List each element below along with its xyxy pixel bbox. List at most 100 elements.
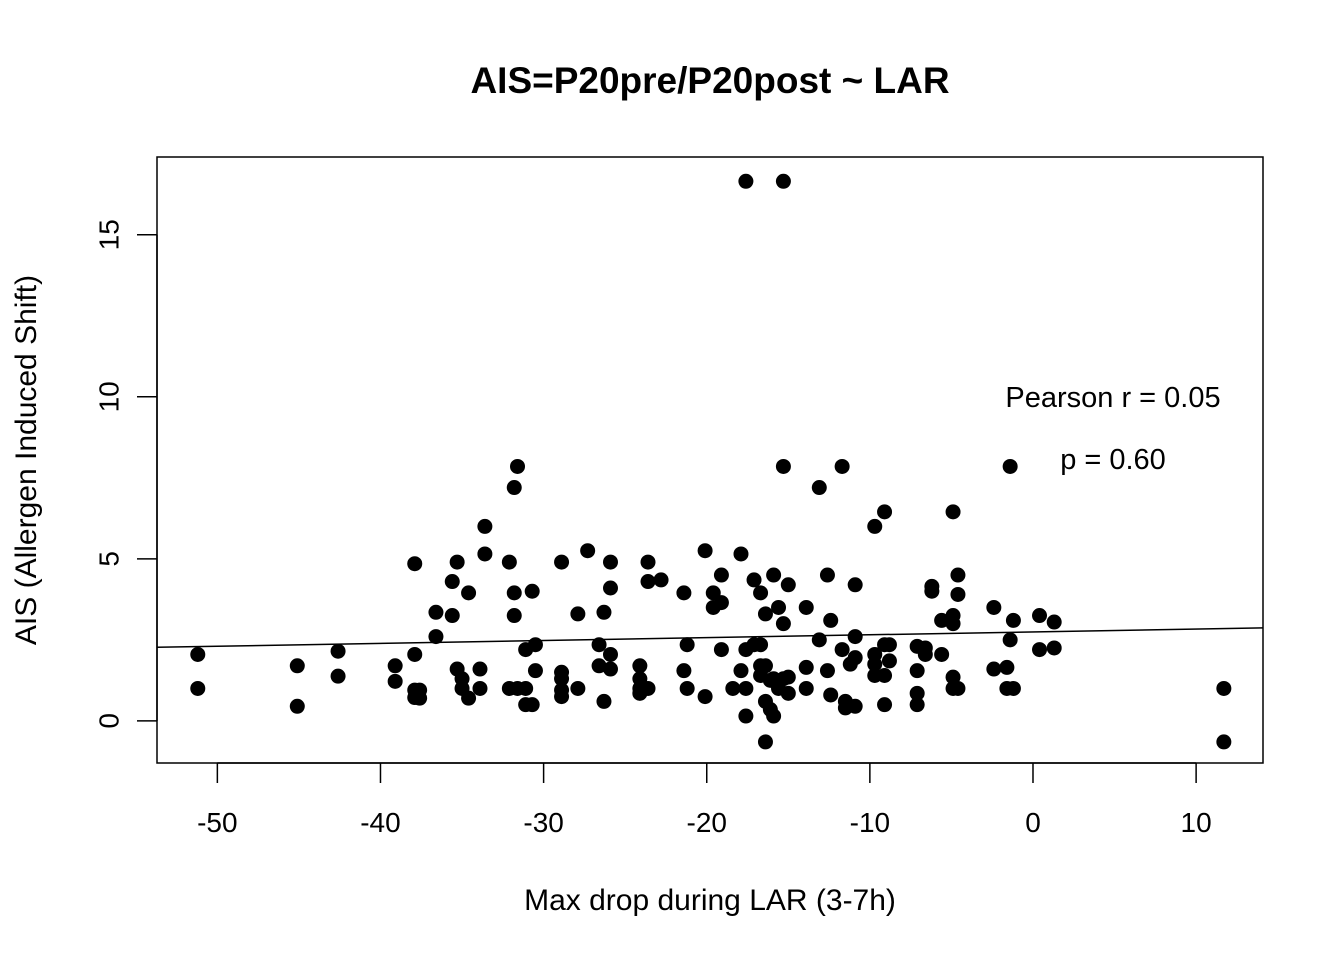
data-point <box>753 637 769 653</box>
data-point <box>591 637 607 653</box>
data-point <box>877 697 893 713</box>
chart-title: AIS=P20pre/P20post ~ LAR <box>470 60 949 101</box>
data-point <box>554 554 570 570</box>
data-point <box>733 663 749 679</box>
data-point <box>444 574 460 590</box>
data-point <box>713 595 729 611</box>
data-point <box>506 585 522 601</box>
data-point <box>819 663 835 679</box>
data-point <box>524 697 540 713</box>
data-point <box>501 554 517 570</box>
data-point <box>847 629 863 645</box>
y-axis: 0 5 10 15 <box>94 219 158 729</box>
data-point <box>602 661 618 677</box>
data-point <box>1046 640 1062 656</box>
data-point <box>757 606 773 622</box>
data-point <box>725 680 741 696</box>
data-point <box>387 673 403 689</box>
y-tick-label: 15 <box>94 219 125 250</box>
data-point <box>775 616 791 632</box>
data-point <box>746 572 762 588</box>
x-tick-label: -40 <box>360 807 400 838</box>
data-point <box>527 663 543 679</box>
x-tick-label: -10 <box>850 807 890 838</box>
data-point <box>407 646 423 662</box>
data-point <box>934 612 950 628</box>
data-point <box>461 585 477 601</box>
data-point <box>1002 632 1018 648</box>
data-point <box>798 680 814 696</box>
data-point <box>909 685 925 701</box>
data-point <box>1216 734 1232 750</box>
y-tick-label: 10 <box>94 381 125 412</box>
x-tick-label: 0 <box>1025 807 1041 838</box>
data-point <box>472 680 488 696</box>
data-point <box>472 661 488 677</box>
data-point <box>428 604 444 620</box>
data-point <box>798 659 814 675</box>
x-axis: -50 -40 -30 -20 -10 0 10 <box>197 762 1212 838</box>
data-point <box>811 632 827 648</box>
data-point <box>713 642 729 658</box>
data-point <box>780 685 796 701</box>
data-point <box>917 646 933 662</box>
data-point <box>527 637 543 653</box>
data-point <box>798 599 814 615</box>
data-point <box>823 687 839 703</box>
data-point <box>591 658 607 674</box>
data-point <box>934 646 950 662</box>
data-point <box>738 173 754 189</box>
x-tick-label: -50 <box>197 807 237 838</box>
data-point <box>881 653 897 669</box>
data-point <box>510 458 526 474</box>
data-point <box>190 646 206 662</box>
data-point <box>330 643 346 659</box>
data-point <box>330 668 346 684</box>
data-point <box>444 608 460 624</box>
data-point <box>986 599 1002 615</box>
data-point <box>753 585 769 601</box>
data-point <box>518 680 534 696</box>
data-point <box>676 663 692 679</box>
data-point <box>580 543 596 559</box>
data-point <box>554 671 570 687</box>
data-point <box>1216 680 1232 696</box>
data-point <box>924 583 940 599</box>
data-point <box>428 629 444 645</box>
data-points <box>190 173 1232 750</box>
y-axis-label: AIS (Allergen Induced Shift) <box>10 275 43 645</box>
data-point <box>570 606 586 622</box>
data-point <box>477 518 493 534</box>
data-point <box>407 556 423 572</box>
data-point <box>986 661 1002 677</box>
data-point <box>847 650 863 666</box>
data-point <box>640 554 656 570</box>
data-point <box>602 580 618 596</box>
regression-line <box>156 627 1264 649</box>
data-point <box>738 708 754 724</box>
data-point <box>640 574 656 590</box>
data-point <box>766 708 782 724</box>
data-point <box>950 567 966 583</box>
p-value-annotation: p = 0.60 <box>1060 444 1166 476</box>
data-point <box>387 658 403 674</box>
data-point <box>999 659 1015 675</box>
data-point <box>676 585 692 601</box>
data-point <box>733 546 749 562</box>
data-point <box>775 458 791 474</box>
data-point <box>506 608 522 624</box>
data-point <box>640 680 656 696</box>
data-point <box>602 646 618 662</box>
data-point <box>867 656 883 672</box>
x-tick-label: -20 <box>687 807 727 838</box>
data-point <box>596 693 612 709</box>
data-point <box>881 637 897 653</box>
x-axis-label: Max drop during LAR (3-7h) <box>524 884 896 917</box>
data-point <box>412 690 428 706</box>
data-point <box>524 583 540 599</box>
y-tick-label: 5 <box>94 551 125 567</box>
data-point <box>950 680 966 696</box>
data-point <box>1032 608 1048 624</box>
pearson-annotation: Pearson r = 0.05 <box>1005 382 1220 414</box>
regression-line-group <box>156 627 1264 649</box>
